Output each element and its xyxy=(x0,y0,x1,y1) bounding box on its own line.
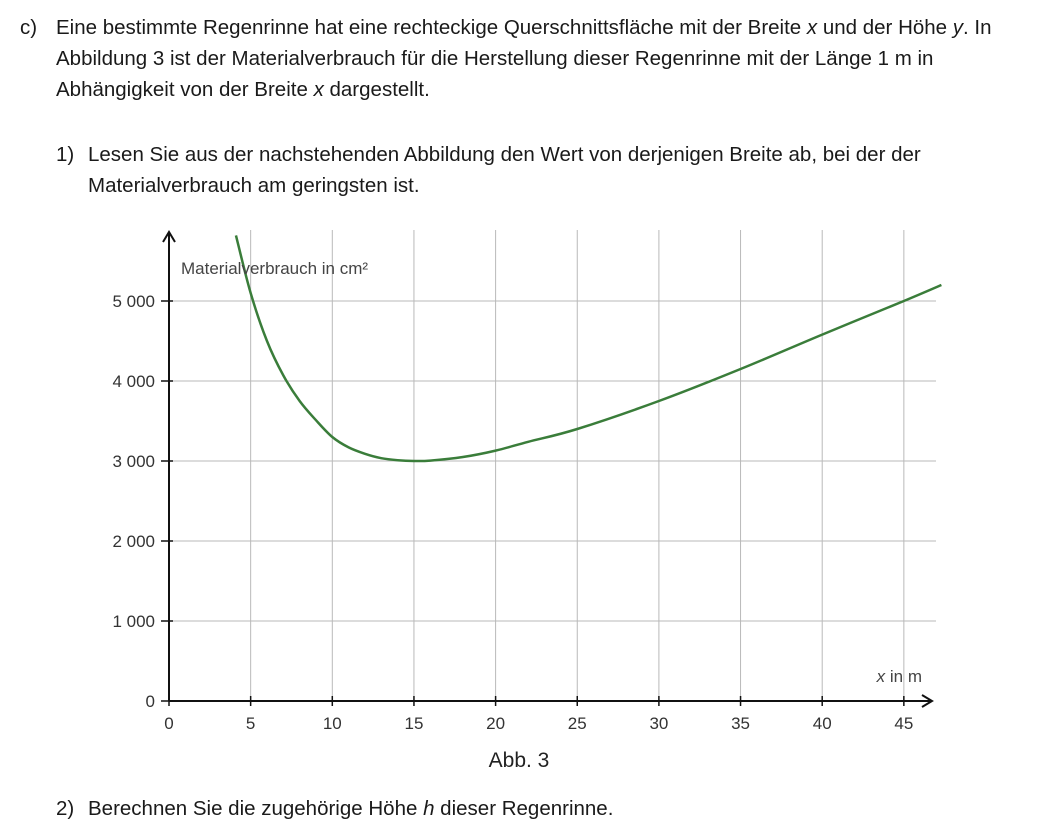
chart-axes xyxy=(162,230,934,708)
x-tick-label: 25 xyxy=(568,714,587,733)
material-usage-chart: 0 5 10 15 20 25 30 35 40 45 0 1 000 2 000 3 000 4 000 5… xyxy=(112,230,942,772)
variable-y: y xyxy=(952,16,964,39)
subtask-2-text: Berechnen Sie die zugehörige Höhe h dies… xyxy=(88,793,1018,824)
task-c-text: Eine bestimmte Regenrinne hat eine recht… xyxy=(56,12,1031,105)
chart-grid xyxy=(169,230,936,701)
x-tick-label: 15 xyxy=(404,714,423,733)
y-tick-label: 3 000 xyxy=(112,452,155,471)
x-axis-variable: x xyxy=(876,667,886,686)
x-tick-label: 45 xyxy=(894,714,913,733)
subtask-1-text: Lesen Sie aus der nachstehenden Abbildun… xyxy=(88,143,921,197)
y-tick-label: 2 000 xyxy=(112,532,155,551)
figure-caption: Abb. 3 xyxy=(489,749,550,772)
subtask-2-text-part: dieser Regenrinne. xyxy=(434,797,614,820)
x-axis-label: x in m xyxy=(876,667,922,686)
task-c-text-part: Eine bestimmte Regenrinne hat eine recht… xyxy=(56,16,807,39)
task-c-text-part: . In Abbildung 3 ist der Materialverbrau… xyxy=(56,16,992,101)
task-c-text-part: dargestellt. xyxy=(323,78,430,101)
variable-x: x xyxy=(806,16,818,39)
y-axis-label: Materialverbrauch in cm² xyxy=(181,259,368,278)
x-tick-label: 10 xyxy=(323,714,342,733)
y-tick-label: 1 000 xyxy=(112,612,155,631)
task-c-marker: c) xyxy=(20,16,38,39)
subtask-2-text-part: Berechnen Sie die zugehörige Höhe xyxy=(88,797,424,820)
x-axis-arrow xyxy=(921,694,934,708)
material-usage-curve xyxy=(234,235,942,463)
x-tick-label: 30 xyxy=(649,714,668,733)
y-tick-label: 5 000 xyxy=(112,292,155,311)
x-tick-label: 20 xyxy=(486,714,505,733)
chart-ticks: 0 5 10 15 20 25 30 35 40 45 0 1 000 2 000 3 000 4 000 5… xyxy=(112,292,913,733)
y-axis-arrow xyxy=(162,230,176,243)
y-tick-label: 4 000 xyxy=(112,372,155,391)
chart-series xyxy=(234,235,942,463)
variable-h: h xyxy=(423,797,435,820)
x-tick-label: 0 xyxy=(164,714,173,733)
subtask-2-marker: 2) xyxy=(56,797,75,820)
subtask-1-marker: 1) xyxy=(56,143,75,166)
task-c-text-part: und der Höhe xyxy=(817,16,953,39)
chart-labels: Materialverbrauch in cm² x in m Abb. 3 xyxy=(181,259,922,772)
x-tick-label: 40 xyxy=(813,714,832,733)
variable-x: x xyxy=(313,78,324,101)
x-axis-unit: in m xyxy=(885,667,922,686)
y-tick-label: 0 xyxy=(146,692,155,711)
x-tick-label: 35 xyxy=(731,714,750,733)
x-tick-label: 5 xyxy=(246,714,255,733)
